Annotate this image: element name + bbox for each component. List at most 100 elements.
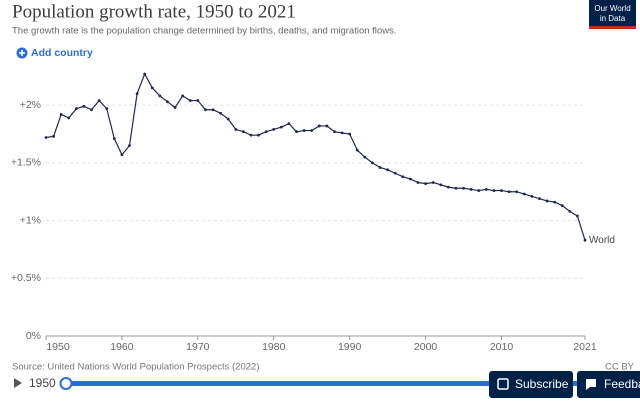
- data-point: [500, 189, 503, 192]
- data-point: [135, 92, 139, 96]
- data-point: [67, 116, 71, 120]
- subscribe-icon: [497, 378, 509, 390]
- data-point: [333, 130, 336, 134]
- data-point: [241, 130, 245, 134]
- data-point: [82, 104, 86, 108]
- data-point: [583, 238, 587, 242]
- data-point: [355, 148, 359, 152]
- data-point: [545, 199, 549, 203]
- data-point: [560, 204, 564, 207]
- data-point: [576, 214, 579, 218]
- data-point: [166, 100, 169, 104]
- data-point: [553, 200, 557, 204]
- data-point: [188, 99, 192, 102]
- data-point: [257, 133, 260, 137]
- subscribe-box[interactable]: [489, 371, 573, 398]
- subscribe-label[interactable]: Subscribe: [515, 377, 569, 391]
- data-point: [264, 130, 268, 134]
- x-tick-label: 1980: [262, 341, 286, 353]
- data-point: [112, 137, 116, 141]
- data-point: [150, 86, 154, 90]
- data-point: [484, 188, 488, 191]
- data-point: [393, 171, 397, 175]
- data-point: [59, 112, 63, 116]
- data-point: [97, 99, 101, 102]
- data-point: [196, 99, 200, 102]
- timeline-start: 1950: [29, 376, 56, 390]
- data-point: [477, 189, 481, 192]
- data-point: [363, 155, 367, 159]
- x-tick-label: 2021: [573, 341, 597, 353]
- data-point: [234, 128, 238, 131]
- data-point: [469, 188, 473, 191]
- y-tick-label: 0%: [26, 330, 41, 342]
- logo-text: Our World: [594, 4, 630, 13]
- x-tick-label: 1960: [110, 341, 134, 353]
- logo-box[interactable]: [589, 0, 636, 29]
- data-point: [173, 106, 177, 109]
- y-tick-label: +0.5%: [11, 272, 41, 284]
- data-point: [515, 190, 519, 194]
- license[interactable]: CC BY: [605, 362, 635, 373]
- data-point: [439, 183, 443, 187]
- data-point: [211, 108, 215, 112]
- data-point: [431, 181, 435, 184]
- data-point: [310, 129, 314, 132]
- data-point: [295, 130, 298, 134]
- data-point: [492, 189, 496, 192]
- data-point: [340, 131, 344, 135]
- timeline: 1950: [14, 376, 640, 390]
- data-point: [74, 107, 78, 111]
- data-point: [272, 128, 276, 131]
- add-country-button[interactable]: Add country: [16, 47, 93, 59]
- data-point: [454, 186, 458, 190]
- data-point: [287, 122, 291, 126]
- series-label: World: [589, 235, 615, 246]
- data-point: [44, 136, 48, 139]
- data-point: [181, 94, 185, 98]
- add-icon-plus: [19, 50, 25, 56]
- data-point: [226, 117, 230, 121]
- data-point: [568, 209, 572, 213]
- timeline-handle[interactable]: [59, 377, 73, 390]
- data-point: [386, 168, 390, 172]
- data-point: [424, 182, 427, 186]
- x-tick-label: 2010: [490, 341, 514, 353]
- x-tick-label: 2000: [414, 341, 438, 353]
- feedback-box[interactable]: [577, 371, 640, 398]
- x-tick-label: 1990: [338, 341, 362, 353]
- timeline-track[interactable]: [66, 381, 640, 386]
- data-point: [204, 108, 207, 112]
- data-point: [462, 186, 465, 190]
- feedback-button[interactable]: Feedback: [577, 371, 640, 398]
- data-point: [219, 111, 223, 115]
- subscribe-button[interactable]: Subscribe: [489, 371, 573, 398]
- data-point: [158, 94, 162, 98]
- plot-area: 0% +0.5% +1% +1.5% +2% 1950 1960 1970 1980 1990 20…: [11, 72, 615, 353]
- data-point: [507, 190, 511, 194]
- play-button[interactable]: [14, 378, 22, 388]
- data-point: [325, 124, 329, 128]
- feedback-icon: [586, 379, 596, 390]
- data-point: [522, 192, 526, 196]
- logo[interactable]: Our World in Data: [589, 0, 636, 29]
- data-point: [105, 107, 109, 111]
- y-tick-label: +1%: [20, 214, 41, 226]
- data-point: [446, 185, 450, 189]
- data-point: [401, 175, 405, 179]
- data-point: [538, 197, 541, 201]
- chart-title: Population growth rate, 1950 to 2021: [12, 1, 296, 22]
- y-tick-label: +2%: [20, 99, 41, 111]
- data-point: [52, 134, 55, 138]
- logo-text: in Data: [600, 14, 626, 23]
- source-note: Source: United Nations World Population …: [12, 362, 259, 373]
- add-country-label[interactable]: Add country: [31, 47, 93, 59]
- feedback-label[interactable]: Feedback: [604, 377, 640, 391]
- data-point: [408, 177, 412, 181]
- data-point: [249, 133, 253, 137]
- logo-bar: [589, 26, 636, 29]
- data-point: [416, 181, 420, 184]
- data-point: [530, 194, 534, 198]
- data-point: [128, 144, 131, 147]
